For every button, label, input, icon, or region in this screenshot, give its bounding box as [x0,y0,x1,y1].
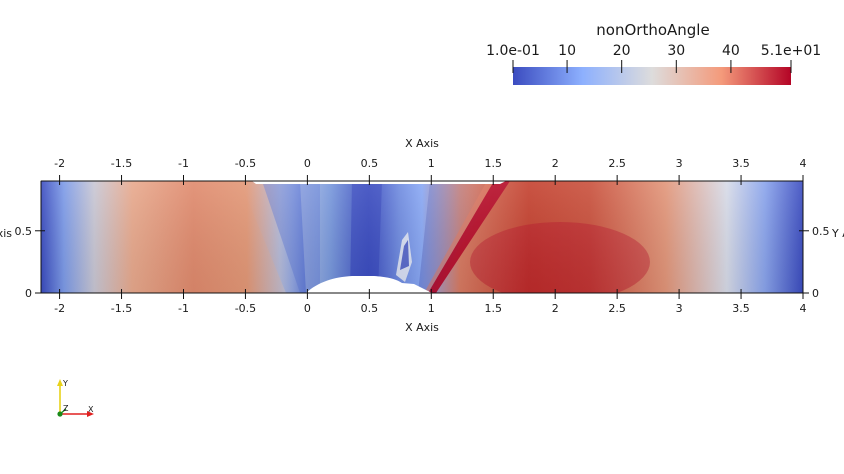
colorbar-tick-label: 20 [613,43,631,59]
x-bottom-tick-label: 0.5 [361,302,379,315]
y-left-tick-label: 0.5 [15,225,33,238]
triad-z-label: Z [63,404,69,413]
x-axis-bottom-ticks: -2 -1.5 -1 -0.5 0 0.5 1 1.5 2 2.5 3 3.5 4 [54,289,807,315]
x-axis-title-bottom: X Axis [405,321,439,334]
y-axis-title-right: Y Axis [831,227,844,240]
x-bottom-tick-label: -1 [178,302,189,315]
colorbar-tick-label: 40 [722,43,740,59]
colorbar-tick-label: 10 [558,43,576,59]
triad-origin [57,411,63,417]
field-shading [41,181,803,293]
x-top-tick-label: 1 [428,157,435,170]
cube-axes: -2 -1.5 -1 -0.5 0 0.5 1 1.5 2 2.5 3 3.5 4 -2 -1.5 -1 -0… [0,137,844,334]
y-right-tick-label: 0.5 [812,225,830,238]
triad-y-label: Y [62,379,68,388]
x-top-tick-label: 0.5 [361,157,379,170]
colorbar-tick-label: 1.0e-01 [486,43,540,59]
x-bottom-tick-label: 1.5 [484,302,502,315]
x-axis-top-ticks: -2 -1.5 -1 -0.5 0 0.5 1 1.5 2 2.5 3 3.5 4 [54,157,807,185]
triad-x-arrow [87,411,94,417]
x-top-tick-label: -0.5 [235,157,256,170]
colorbar-tick-label: 5.1e+01 [761,43,821,59]
x-axis-title-top: X Axis [405,137,439,150]
obstacle-bump [306,276,432,293]
colorbar: nonOrthoAngle 1.0e-01 10 20 30 40 5.1e+01 [486,21,821,85]
colorbar-gradient [513,67,791,85]
x-bottom-tick-label: -2 [54,302,65,315]
x-bottom-tick-label: -1.5 [111,302,132,315]
mesh-surface[interactable] [40,180,804,302]
channel-top-gap [252,181,506,184]
x-bottom-tick-label: 4 [800,302,807,315]
x-top-tick-label: 3 [676,157,683,170]
triad-x-label: X [88,405,94,414]
x-bottom-tick-label: 1 [428,302,435,315]
x-top-tick-label: 4 [800,157,807,170]
orientation-axes-widget[interactable]: Y X Z [57,379,94,417]
colorbar-ticks: 1.0e-01 10 20 30 40 5.1e+01 [486,43,821,73]
x-bottom-tick-label: 2.5 [608,302,626,315]
x-bottom-tick-label: 2 [552,302,559,315]
y-left-tick-label: 0 [25,287,32,300]
x-bottom-tick-label: 0 [304,302,311,315]
x-bottom-tick-label: -0.5 [235,302,256,315]
triad-y-arrow [57,379,63,386]
colorbar-title: nonOrthoAngle [596,21,709,39]
x-top-tick-label: 3.5 [732,157,750,170]
x-top-tick-label: 2.5 [608,157,626,170]
x-top-tick-label: -1 [178,157,189,170]
colorbar-tick-label: 30 [667,43,685,59]
x-top-tick-label: 0 [304,157,311,170]
y-axis-ticks: 0 0 0.5 0.5 [15,225,830,300]
y-axis-title-left: Y Axis [0,227,12,240]
x-top-tick-label: -1.5 [111,157,132,170]
x-bottom-tick-label: 3.5 [732,302,750,315]
x-top-tick-label: -2 [54,157,65,170]
x-top-tick-label: 1.5 [484,157,502,170]
x-bottom-tick-label: 3 [676,302,683,315]
y-right-tick-label: 0 [812,287,819,300]
x-top-tick-label: 2 [552,157,559,170]
